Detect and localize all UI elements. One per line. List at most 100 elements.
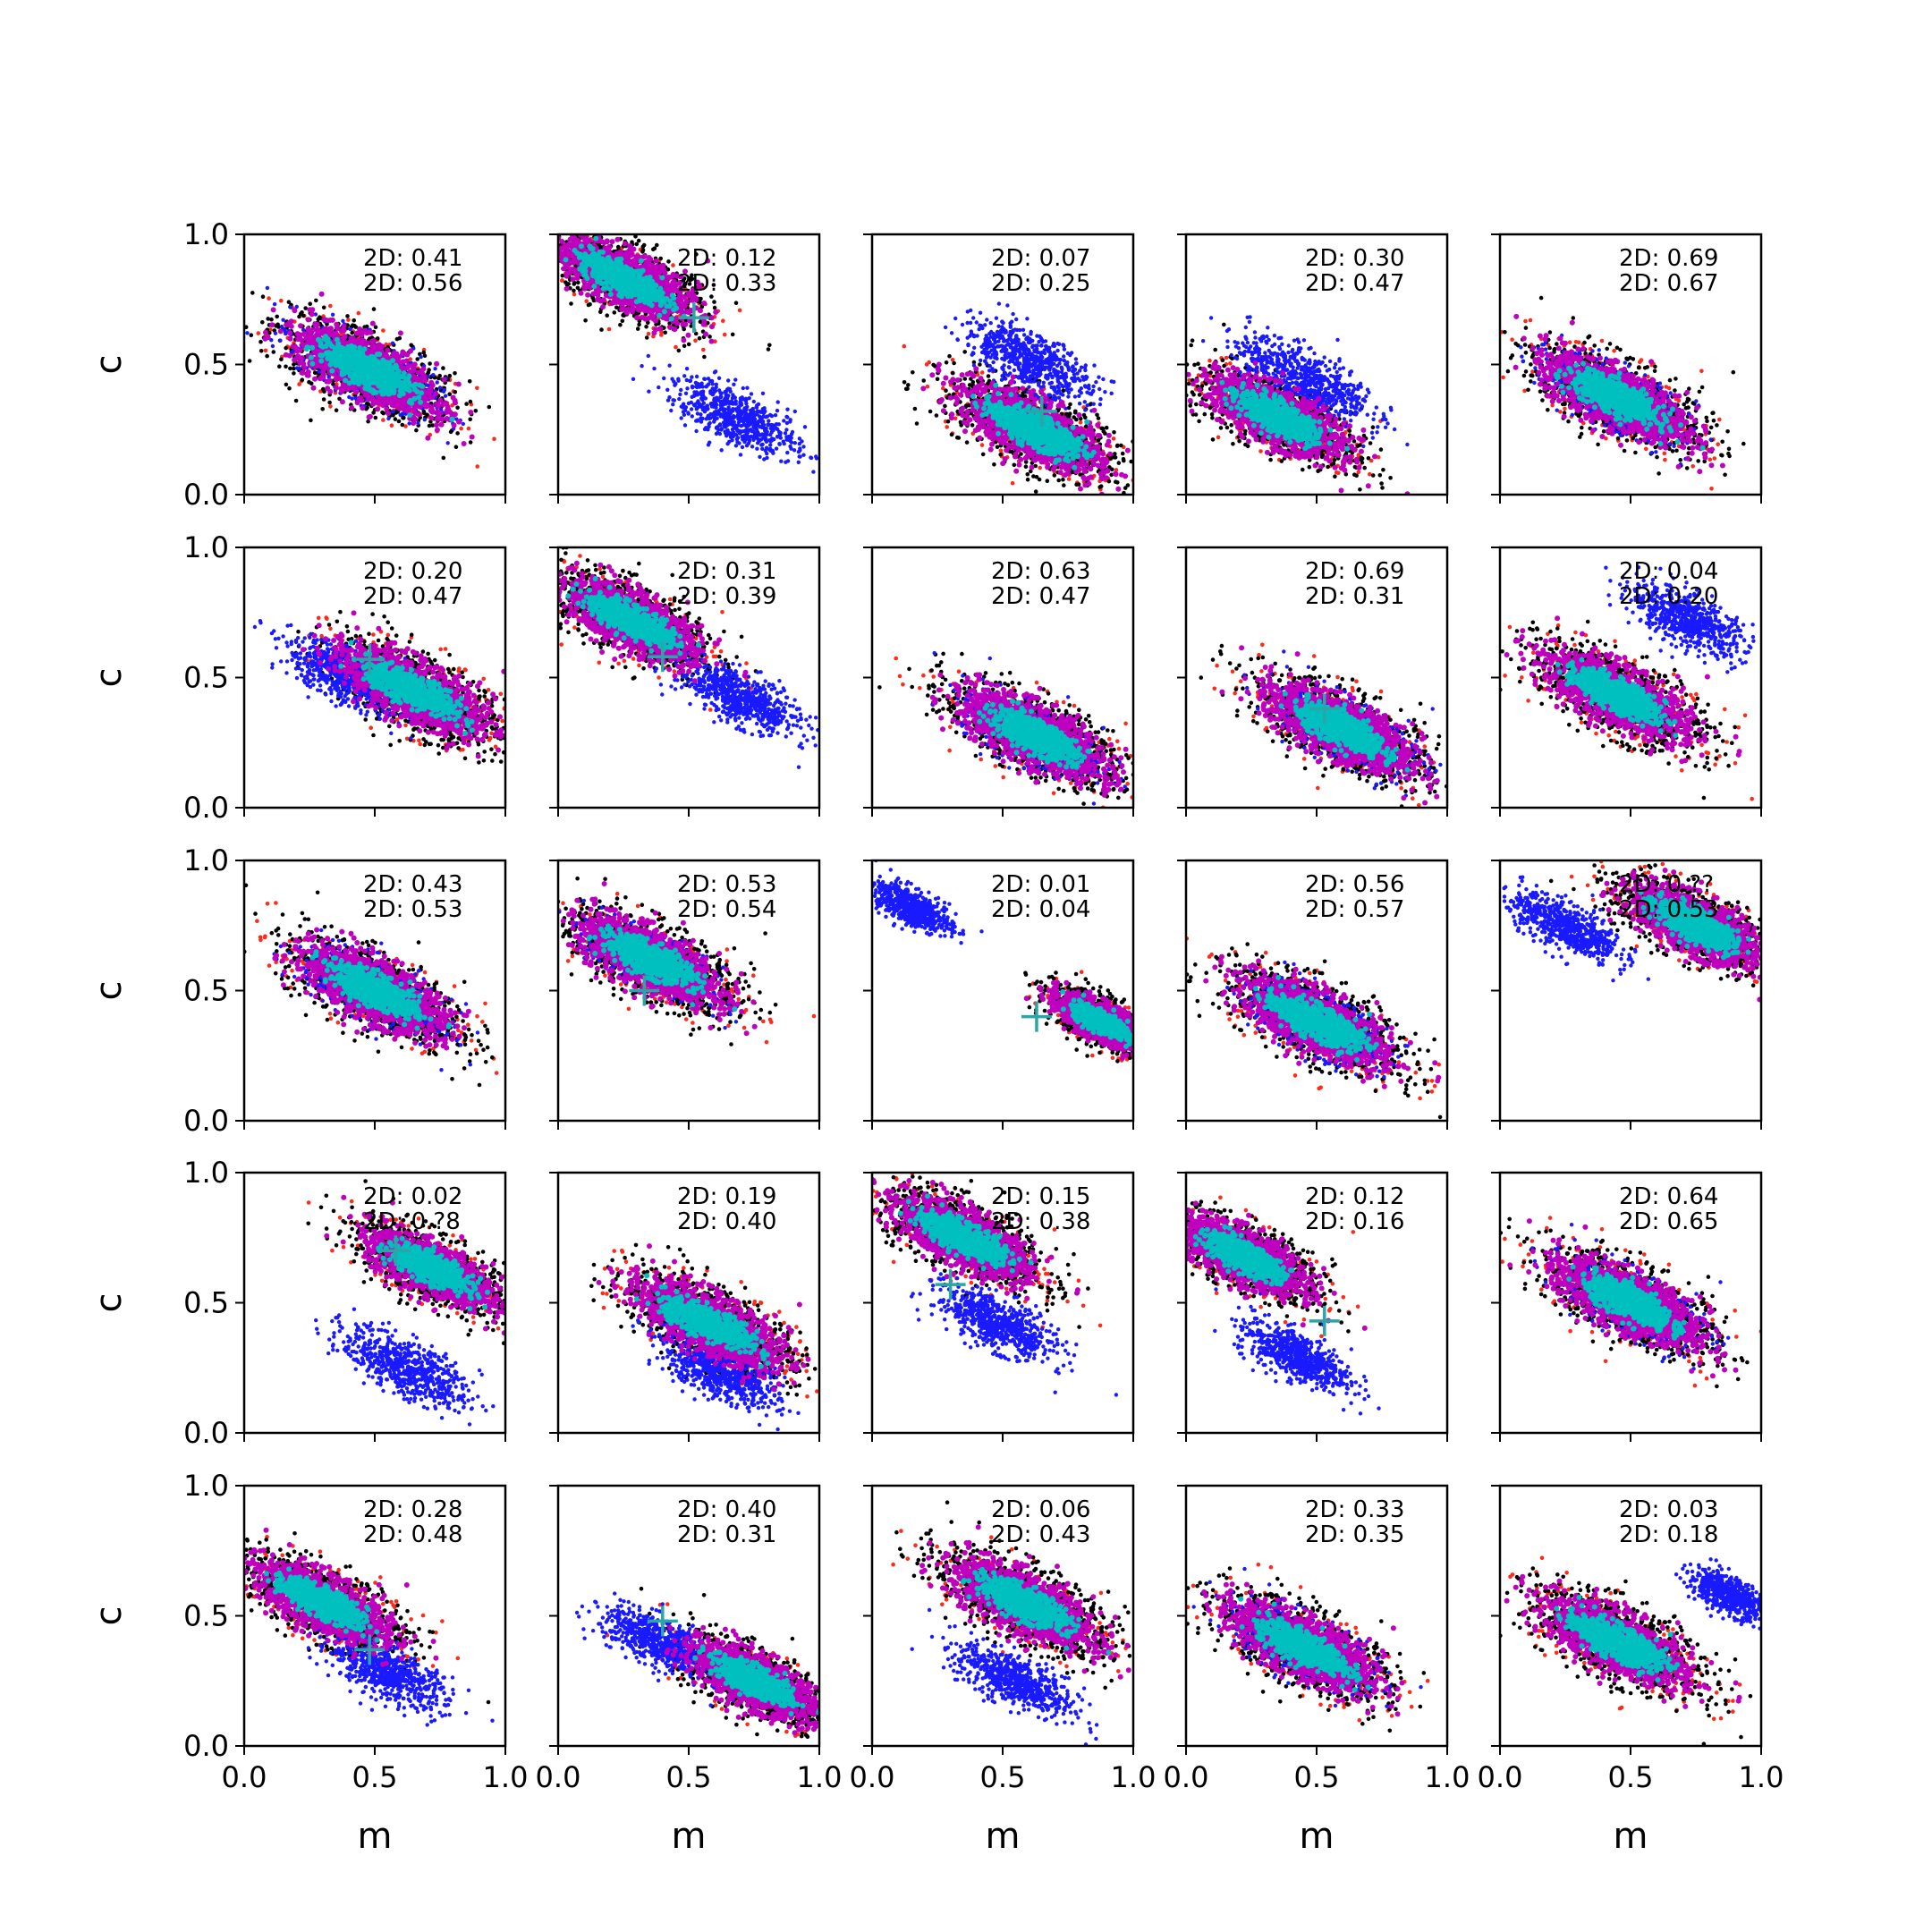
scatter-point: [475, 386, 479, 391]
scatter-point: [607, 327, 612, 332]
scatter-point: [261, 294, 266, 299]
scatter-point: [561, 274, 565, 278]
scatter-point: [341, 319, 344, 323]
scatter-point: [386, 411, 391, 416]
scatter-point: [334, 347, 339, 352]
scatter-point: [279, 299, 284, 303]
scatter-point: [357, 350, 362, 355]
scatter-point: [342, 324, 347, 329]
scatter-point: [248, 359, 252, 363]
scatter-point: [366, 419, 370, 424]
scatter-point: [425, 402, 430, 408]
scatter-point: [401, 374, 406, 379]
scatter-point: [583, 318, 588, 323]
scatter-point: [447, 392, 452, 396]
scatter-point: [381, 328, 386, 333]
scatter-point: [462, 422, 465, 426]
scatter-point: [278, 328, 284, 334]
scatter-point: [434, 361, 439, 367]
scatter-point: [398, 387, 403, 393]
scatter-point: [651, 248, 656, 252]
scatter-point: [350, 331, 354, 335]
scatter-point: [327, 318, 333, 323]
scatter-point: [369, 367, 375, 372]
scatter-point: [335, 343, 341, 348]
scatter-point: [250, 333, 254, 337]
scatter-point: [353, 390, 359, 395]
scatter-point: [576, 286, 580, 291]
scatter-point: [287, 320, 292, 326]
scatter-point: [277, 364, 282, 369]
scatter-point: [454, 445, 459, 449]
scatter-point: [349, 405, 354, 411]
scatter-point: [343, 347, 349, 352]
scatter-point: [370, 321, 376, 326]
scatter-point: [738, 309, 742, 313]
scatter-point: [702, 355, 707, 360]
scatter-point: [414, 428, 419, 433]
scatter-point: [321, 387, 326, 392]
scatter-point: [317, 318, 321, 322]
scatter-point: [401, 423, 405, 428]
scatter-point: [367, 402, 371, 406]
panel-label-1: 2D: 0.41: [363, 245, 462, 272]
scatter-point: [572, 289, 576, 293]
scatter-point: [691, 414, 694, 418]
scatter-point: [377, 369, 382, 374]
scatter-point: [351, 335, 356, 341]
scatter-point: [350, 397, 353, 401]
scatter-point: [475, 464, 479, 469]
scatter-point: [314, 299, 318, 303]
scatter-point: [273, 302, 276, 306]
scatter-point: [340, 399, 345, 404]
scatter-point: [331, 313, 335, 317]
scatter-point: [386, 367, 392, 372]
scatter-point: [441, 377, 446, 383]
scatter-point: [379, 396, 385, 402]
scatter-point: [438, 386, 442, 389]
scatter-point: [377, 352, 382, 357]
panel-label-2: 2D: 0.56: [363, 270, 462, 297]
scatter-point: [278, 339, 282, 343]
scatter-point: [468, 379, 472, 384]
scatter-point: [386, 417, 390, 420]
scatter-point: [642, 243, 647, 248]
scatter-point: [441, 366, 445, 370]
scatter-point: [418, 400, 423, 405]
scatter-point: [663, 331, 667, 335]
scatter-point: [419, 384, 425, 389]
scatter-point: [328, 304, 333, 309]
scatter-point: [309, 311, 315, 317]
scatter-point: [371, 411, 376, 415]
scatter-point: [433, 367, 436, 370]
scatter-point: [325, 386, 330, 391]
scatter-point: [391, 342, 394, 345]
scatter-point: [427, 368, 431, 372]
scatter-point: [731, 333, 735, 337]
scatter-point: [455, 406, 460, 411]
scatter-point: [752, 400, 756, 403]
scatter-point: [385, 348, 390, 353]
y-tick-label: 0.5: [183, 348, 229, 382]
scatter-point: [343, 377, 348, 383]
scatter-point: [436, 380, 439, 384]
scatter-point: [732, 383, 735, 386]
scatter-point: [572, 292, 577, 297]
scatter-point: [698, 301, 702, 305]
scatter-point: [348, 361, 353, 367]
scatter-point: [584, 299, 589, 303]
scatter-point: [674, 345, 678, 350]
scatter-point: [301, 331, 307, 336]
scatter-point: [645, 335, 649, 340]
scatter-point: [318, 352, 323, 358]
scatter-point: [335, 408, 339, 412]
scatter-point: [413, 382, 419, 387]
scatter-point: [428, 361, 432, 366]
scatter-point: [374, 416, 378, 420]
y-tick-label: 1.0: [183, 217, 229, 251]
scatter-point: [682, 344, 687, 349]
scatter-point: [287, 300, 292, 304]
scatter-point: [345, 353, 351, 359]
scatter-point: [386, 378, 391, 384]
scatter-point: [456, 382, 462, 387]
